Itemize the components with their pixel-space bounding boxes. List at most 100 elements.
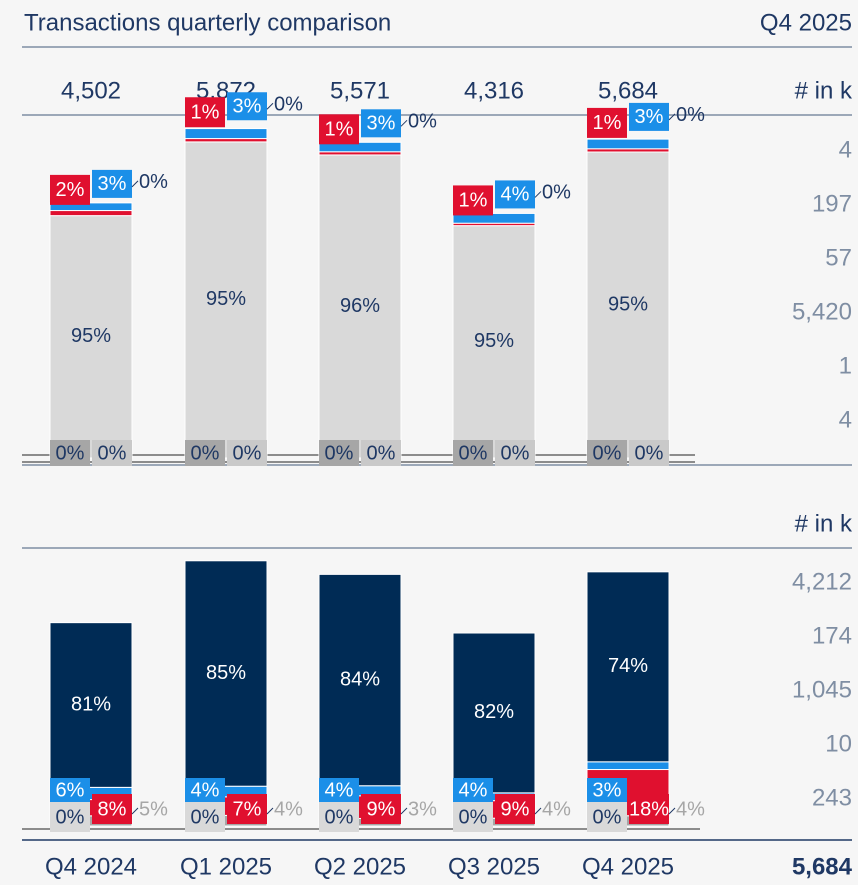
data-label: 4%: [542, 798, 571, 820]
label-bg: [227, 92, 267, 121]
label-bg: [50, 440, 90, 466]
data-label: 0%: [139, 171, 168, 193]
label-bg: [227, 794, 267, 824]
period: Q4 2025: [760, 9, 852, 36]
label-bg: [319, 778, 359, 802]
label-bg: [92, 794, 132, 824]
label-bg: [50, 174, 90, 205]
data-label: 18%: [629, 798, 669, 820]
data-label: 0%: [274, 94, 303, 116]
label-bg: [92, 440, 132, 466]
data-label: 6%: [56, 779, 85, 801]
leader-line: [534, 807, 542, 815]
data-label: 0%: [593, 442, 622, 464]
x-tick-label: Q2 2025: [314, 853, 406, 880]
label-bg: [50, 778, 90, 802]
data-label: 4%: [501, 184, 530, 206]
bar-segment: [49, 202, 133, 212]
label-bg: [587, 440, 627, 466]
leader-line: [400, 807, 408, 815]
data-label: 95%: [206, 288, 246, 310]
bar-segment: [49, 622, 133, 788]
data-label: 0%: [367, 442, 396, 464]
bar-segment: [184, 128, 268, 140]
label-bg: [50, 802, 90, 832]
leader-line: [266, 102, 274, 110]
data-label: 7%: [233, 798, 262, 820]
data-label: 82%: [474, 701, 514, 723]
bar-segment: [49, 215, 133, 459]
data-label: 4%: [325, 779, 354, 801]
data-label: 0%: [635, 442, 664, 464]
data-label: 3%: [98, 173, 127, 195]
x-tick-label: Q4 2025: [582, 853, 674, 880]
label-bg: [185, 440, 225, 466]
data-label: 0%: [501, 442, 530, 464]
label-bg: [495, 794, 535, 824]
bar-segment: [452, 212, 536, 224]
bar-segment: [318, 154, 402, 459]
leader-line: [668, 807, 676, 815]
data-label: 95%: [608, 293, 648, 315]
data-label: 4%: [459, 779, 488, 801]
total-label: 5,684: [598, 77, 658, 104]
data-label: 0%: [459, 442, 488, 464]
label-bg: [185, 802, 225, 832]
data-label: 0%: [542, 182, 571, 204]
data-label: 0%: [191, 806, 220, 828]
bar-segment: [586, 571, 670, 763]
label-bg: [453, 778, 493, 802]
data-label: 4%: [274, 798, 303, 820]
data-label: 0%: [56, 442, 85, 464]
data-label: 3%: [367, 113, 396, 135]
label-bg: [319, 114, 359, 145]
label-bg: [587, 107, 627, 138]
bar-segment: [452, 632, 536, 794]
unit-label: # in k: [795, 77, 853, 104]
bar-segment: [318, 141, 402, 153]
label-bg: [361, 109, 401, 138]
data-label: 0%: [593, 806, 622, 828]
leader-line: [131, 807, 139, 815]
data-label: 0%: [676, 104, 705, 126]
label-bg: [587, 802, 627, 832]
row-value: 5,420: [792, 298, 852, 325]
data-label: 85%: [206, 662, 246, 684]
bar-segment: [318, 573, 402, 787]
data-label: 2%: [56, 179, 85, 201]
data-label: 0%: [98, 442, 127, 464]
total-label: 5,571: [330, 77, 390, 104]
data-label: 0%: [233, 442, 262, 464]
bar-segment: [452, 225, 536, 459]
x-tick-label: Q3 2025: [448, 853, 540, 880]
data-label: 95%: [71, 325, 111, 347]
data-label: 3%: [408, 798, 437, 820]
total-label: 4,502: [61, 77, 121, 104]
row-value: 197: [812, 190, 852, 217]
row-value: 4: [839, 406, 852, 433]
label-bg: [495, 440, 535, 466]
data-label: 1%: [459, 190, 488, 212]
data-label: 0%: [325, 806, 354, 828]
data-label: 0%: [191, 442, 220, 464]
label-bg: [185, 778, 225, 802]
data-label: 4%: [191, 779, 220, 801]
bar-segment: [49, 210, 133, 217]
data-label: 4%: [676, 798, 705, 820]
label-bg: [453, 185, 493, 216]
row-value: 1,045: [792, 676, 852, 703]
label-bg: [319, 440, 359, 466]
label-bg: [92, 169, 132, 198]
data-label: 96%: [340, 295, 380, 317]
data-label: 5%: [139, 798, 168, 820]
data-label: 0%: [56, 806, 85, 828]
data-label: 0%: [325, 442, 354, 464]
bar-segment: [586, 138, 670, 150]
total-label: 4,316: [464, 77, 524, 104]
row-value: 1: [839, 352, 852, 379]
data-label: 3%: [233, 96, 262, 118]
data-label: 1%: [325, 119, 354, 141]
row-value: 4,212: [792, 568, 852, 595]
